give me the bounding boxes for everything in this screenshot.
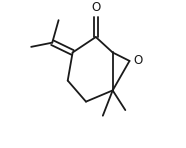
Text: O: O (91, 1, 100, 14)
Text: O: O (133, 54, 142, 67)
